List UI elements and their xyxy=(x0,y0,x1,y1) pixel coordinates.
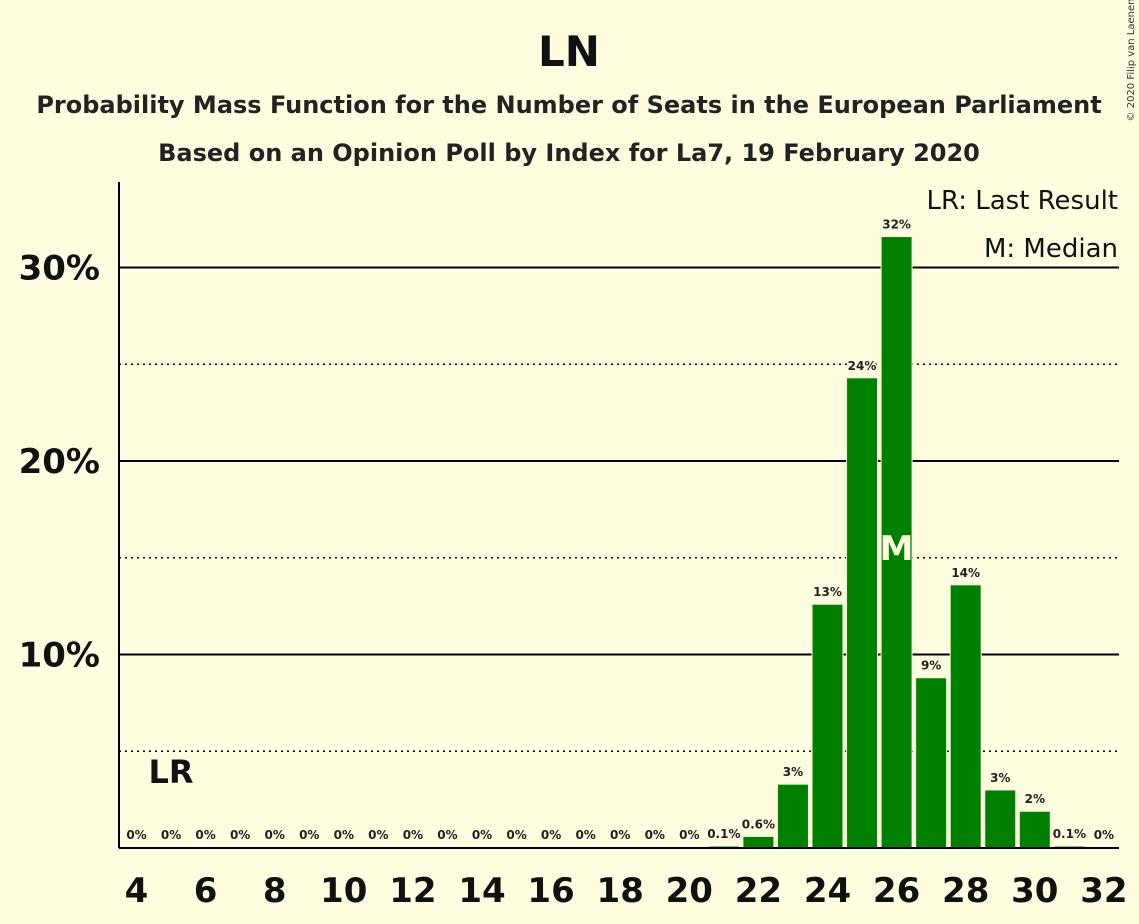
legend-last-result: LR: Last Result xyxy=(926,186,1118,216)
chart-title: LN xyxy=(538,27,600,76)
bar-value-label: 0% xyxy=(506,828,526,842)
x-tick-label: 26 xyxy=(873,871,920,911)
bar-value-label: 3% xyxy=(990,771,1010,785)
x-tick-label: 16 xyxy=(527,871,574,911)
bar xyxy=(776,783,809,849)
bar xyxy=(811,603,844,849)
bar-value-label: 3% xyxy=(783,765,803,779)
bar-value-label: 0% xyxy=(299,828,319,842)
bar-value-label: 24% xyxy=(848,359,877,373)
x-tick-label: 8 xyxy=(263,871,287,911)
value-labels: 0% 0% 0% 0% 0% 0% 0% 0% 0% 0% 0% 0% 0% 0% 0% 0% 0% 0.1%0.… xyxy=(125,216,1116,843)
x-tick-label: 32 xyxy=(1080,871,1127,911)
bar xyxy=(949,584,982,849)
x-tick-label: 28 xyxy=(942,871,989,911)
x-tick-label: 20 xyxy=(666,871,713,911)
bar-value-label: 0% xyxy=(230,828,250,842)
bar-value-label: 13% xyxy=(813,585,842,599)
bars xyxy=(707,236,1086,849)
bar xyxy=(742,835,775,849)
x-tick-label: 4 xyxy=(125,871,149,911)
bar-value-label: 0.1% xyxy=(707,827,740,841)
x-tick-label: 22 xyxy=(735,871,782,911)
y-tick-label: 30% xyxy=(19,249,100,289)
bar-value-label: 0% xyxy=(472,828,492,842)
bar-value-label: 0% xyxy=(403,828,423,842)
legend-median: M: Median xyxy=(984,234,1118,264)
x-tick-label: 14 xyxy=(458,871,505,911)
bar-value-label: 0.1% xyxy=(1053,827,1086,841)
bar xyxy=(984,789,1017,849)
bar-value-label: 0% xyxy=(161,828,181,842)
bar-value-label: 0% xyxy=(679,828,699,842)
x-tick-label: 24 xyxy=(804,871,851,911)
copyright-text: © 2020 Filip van Laenen xyxy=(1126,0,1137,121)
bar-value-label: 14% xyxy=(951,566,980,580)
axes: 4 6 8 10 12 14 16 18 20 22 24 26 28 30 32 xyxy=(118,182,1128,911)
bar xyxy=(1018,810,1051,849)
x-tick-label: 12 xyxy=(389,871,436,911)
bar-value-label: 0.6% xyxy=(742,817,775,831)
x-tick-label: 10 xyxy=(320,871,367,911)
bar-value-label: 0% xyxy=(368,828,388,842)
bar-value-label: 2% xyxy=(1025,792,1045,806)
bar-value-label: 0% xyxy=(541,828,561,842)
bar-value-label: 0% xyxy=(334,828,354,842)
bar-value-label: 0% xyxy=(437,828,457,842)
bar-value-label: 0% xyxy=(195,828,215,842)
bar xyxy=(915,677,948,849)
chart-subtitle: Probability Mass Function for the Number… xyxy=(36,91,1101,119)
x-tick-label: 6 xyxy=(194,871,218,911)
grid: 10% 20% 30% xyxy=(19,249,1119,752)
bar-value-label: 0% xyxy=(575,828,595,842)
bar-value-label: 32% xyxy=(882,218,911,232)
x-tick-label: 30 xyxy=(1011,871,1058,911)
y-tick-label: 10% xyxy=(19,636,100,676)
y-tick-label: 20% xyxy=(19,442,100,482)
bar-value-label: 9% xyxy=(921,659,941,673)
last-result-marker: LR xyxy=(149,753,194,791)
bar-value-label: 0% xyxy=(126,828,146,842)
median-marker: M xyxy=(880,529,914,569)
bar xyxy=(846,377,879,849)
chart-subtitle-2: Based on an Opinion Poll by Index for La… xyxy=(158,139,980,167)
x-tick-label: 18 xyxy=(597,871,644,911)
bar-value-label: 0% xyxy=(1094,828,1114,842)
bar-value-label: 0% xyxy=(265,828,285,842)
bar-value-label: 0% xyxy=(645,828,665,842)
bar-value-label: 0% xyxy=(610,828,630,842)
